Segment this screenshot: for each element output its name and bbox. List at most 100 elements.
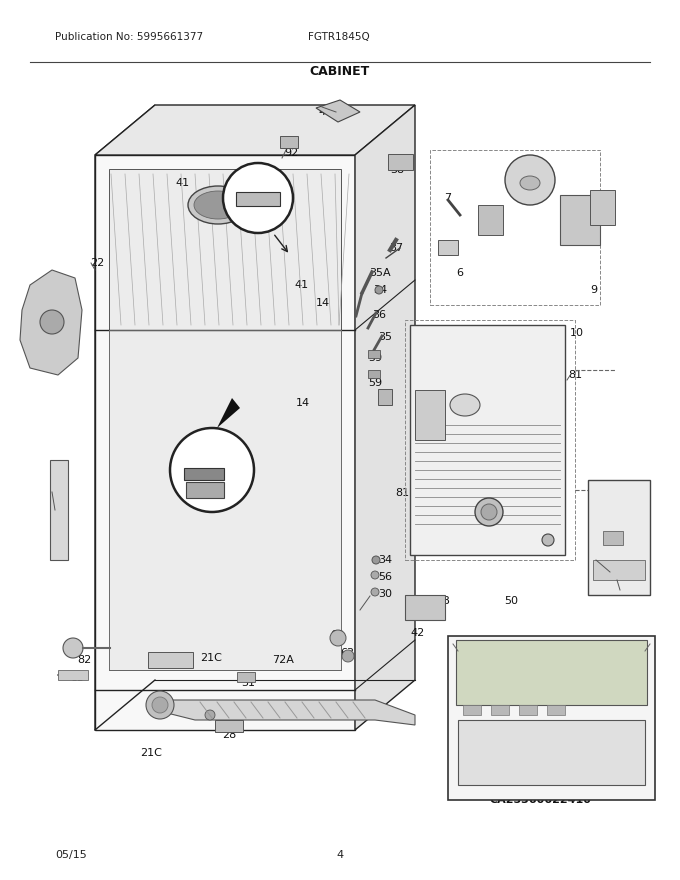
Text: 81: 81 [568,370,582,380]
Text: 21C: 21C [200,653,222,663]
Text: 41: 41 [175,178,189,188]
Bar [438,240,458,255]
Text: 43: 43 [145,698,159,708]
Text: 15: 15 [252,178,265,188]
Text: 34: 34 [373,285,387,295]
Polygon shape [217,398,240,428]
Text: 50: 50 [504,596,518,606]
Text: 72: 72 [372,703,386,713]
Text: 21C: 21C [140,748,162,758]
Text: 92: 92 [284,148,299,158]
Bar [478,205,503,235]
Bar [593,560,645,580]
Bar [236,192,280,206]
Text: 15: 15 [214,475,226,485]
Bar [368,350,380,358]
Text: FGTR1845Q: FGTR1845Q [308,32,370,42]
Text: 30: 30 [378,589,392,599]
Circle shape [505,155,555,205]
Polygon shape [95,105,415,155]
Circle shape [40,310,64,334]
Text: 8: 8 [489,220,496,230]
Polygon shape [20,270,82,375]
Text: 12: 12 [379,398,393,408]
Bar [95,155,355,730]
Bar [186,482,224,498]
Text: 41: 41 [294,280,308,290]
Bar [456,640,647,705]
Bar [215,720,243,732]
Bar [109,169,341,670]
Text: 35: 35 [378,332,392,342]
Bar [148,652,193,668]
Text: 36: 36 [372,310,386,320]
Bar [405,320,575,560]
Text: 22: 22 [90,258,104,268]
Text: 35A: 35A [369,268,390,278]
Circle shape [152,697,168,713]
Circle shape [371,588,379,596]
Circle shape [481,504,497,520]
Circle shape [371,571,379,579]
Text: 59: 59 [368,378,382,388]
Polygon shape [316,100,360,122]
Bar [184,468,224,480]
Text: 05/15: 05/15 [55,850,87,860]
Bar [405,595,445,620]
Text: 9: 9 [590,285,597,295]
Bar [603,531,623,545]
Polygon shape [355,105,415,730]
Text: 28: 28 [222,730,236,740]
Circle shape [205,710,215,720]
Text: 37: 37 [389,243,403,253]
Ellipse shape [450,394,480,416]
Text: 59: 59 [368,353,382,363]
Bar [590,190,615,225]
Text: 81: 81 [395,488,409,498]
Circle shape [342,650,354,662]
Bar [463,705,481,715]
Text: 42: 42 [207,708,221,718]
Bar [388,154,413,170]
Text: 56: 56 [378,572,392,582]
Text: 14: 14 [316,298,330,308]
Text: 14: 14 [296,398,310,408]
Circle shape [146,691,174,719]
Bar [415,390,445,440]
Text: 7: 7 [444,193,451,203]
Polygon shape [95,105,155,730]
Polygon shape [155,700,415,725]
Text: 62: 62 [330,630,344,640]
Text: 63: 63 [340,648,354,658]
Text: 58: 58 [487,503,501,513]
Text: 6: 6 [456,268,463,278]
Bar [50,460,68,560]
Text: 15: 15 [192,455,204,465]
Bar [410,325,565,555]
Bar [430,150,600,305]
Text: 1: 1 [615,578,622,588]
Text: 4: 4 [337,850,343,860]
Text: 89: 89 [50,490,64,500]
Bar [491,705,509,715]
Circle shape [63,638,83,658]
Circle shape [330,630,346,646]
Text: 54: 54 [496,680,510,690]
Circle shape [223,163,293,233]
Bar [368,370,380,378]
Ellipse shape [194,191,242,219]
Text: 13: 13 [441,248,455,258]
Text: 10: 10 [570,328,584,338]
Bar [519,705,537,715]
Text: 6: 6 [532,183,539,193]
Circle shape [170,428,254,512]
Text: 4: 4 [546,535,553,545]
Text: Publication No: 5995661377: Publication No: 5995661377 [55,32,203,42]
Ellipse shape [188,186,248,224]
Circle shape [375,286,383,294]
Bar [58,670,88,680]
Text: 34: 34 [378,555,392,565]
Text: 2: 2 [626,558,633,568]
Text: 72B: 72B [428,596,450,606]
Bar [280,136,298,148]
